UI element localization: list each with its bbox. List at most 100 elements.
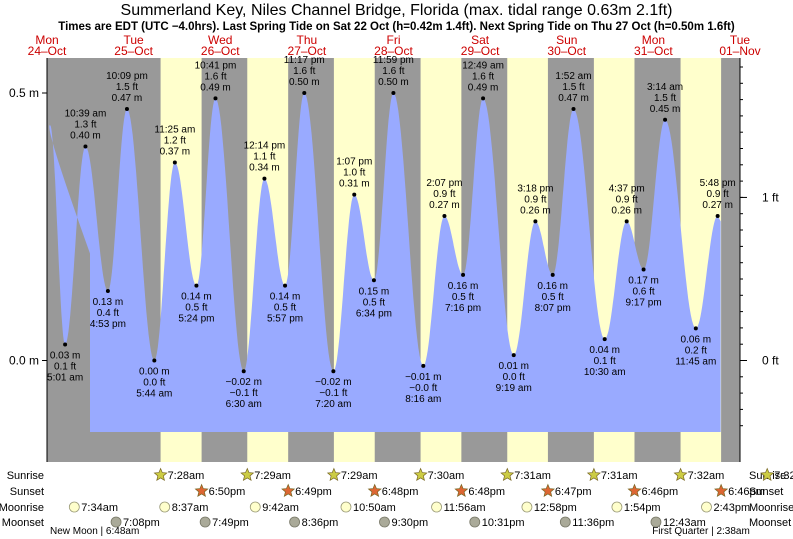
- moonset-icon: [379, 516, 390, 528]
- moonrise-icon: [249, 501, 261, 513]
- tide-m-label: 0.27 m: [702, 200, 733, 211]
- left-axis-label: 0.5 m: [9, 86, 39, 100]
- tide-m-label: 0.34 m: [249, 163, 280, 174]
- tide-time-label: 3:18 pm: [517, 183, 553, 194]
- tide-ft-label: 0.1 ft: [54, 361, 76, 372]
- tide-time-label: 10:41 pm: [195, 60, 237, 71]
- tide-m-label: 0.31 m: [339, 179, 370, 190]
- tide-ft-label: 1.5 ft: [654, 93, 676, 104]
- tide-ft-label: 1.2 ft: [164, 136, 186, 147]
- tide-ft-label: 1.6 ft: [204, 71, 226, 82]
- tide-time-label: 6:30 am: [226, 399, 262, 410]
- moonrise-time: 12:58pm: [534, 502, 577, 514]
- tide-time-label: 5:44 am: [136, 389, 172, 400]
- tide-ft-label: 0.1 ft: [594, 356, 616, 367]
- tide-point: [693, 326, 698, 331]
- tide-m-label: 0.45 m: [650, 104, 681, 115]
- row-label-left: Sunset: [10, 486, 44, 498]
- tide-point: [602, 337, 607, 342]
- day-header-dow: Thu: [297, 33, 318, 47]
- sunrise-icon: [673, 467, 688, 482]
- tide-ft-label: 0.9 ft: [433, 189, 455, 200]
- tide-ft-label: 0.5 ft: [542, 292, 564, 303]
- sunrise-icon: [326, 467, 341, 482]
- tide-ft-label: −0.0 ft: [409, 383, 437, 394]
- tide-time-label: 2:07 pm: [426, 178, 462, 189]
- tide-ft-label: 0.5 ft: [363, 297, 385, 308]
- row-label-left: Moonset: [2, 517, 44, 529]
- tide-point: [371, 278, 376, 283]
- sunrise-icon: [153, 467, 168, 482]
- tide-ft-label: 0.5 ft: [452, 292, 474, 303]
- tide-time-label: 11:25 am: [154, 125, 195, 136]
- tide-ft-label: 1.5 ft: [116, 82, 138, 93]
- tide-m-label: 0.50 m: [378, 77, 409, 88]
- tide-time-label: 8:16 am: [405, 394, 441, 405]
- tide-ft-label: −0.1 ft: [230, 388, 258, 399]
- sunset-time: 6:46pm: [728, 486, 765, 498]
- tide-m-label: 0.03 m: [50, 350, 81, 361]
- day-header-dow: Sat: [471, 33, 490, 47]
- tide-curve: [49, 93, 721, 432]
- tide-m-label: 0.49 m: [200, 82, 231, 93]
- tide-point: [83, 144, 88, 149]
- tide-point: [105, 288, 110, 293]
- tide-point: [194, 283, 199, 288]
- tide-point: [152, 358, 157, 363]
- tide-m-label: 0.13 m: [93, 297, 124, 308]
- day-header-date: 24–Oct: [28, 44, 67, 58]
- tide-m-label: 0.14 m: [270, 292, 301, 303]
- moonset-time: 11:36pm: [572, 517, 614, 529]
- tide-point: [213, 96, 218, 101]
- moonrise-icon: [611, 501, 623, 513]
- tide-point: [715, 214, 720, 219]
- tide-m-label: 0.40 m: [70, 131, 101, 142]
- tide-time-label: 11:17 pm: [284, 55, 325, 66]
- day-header-dow: Mon: [35, 33, 58, 47]
- moonrise-time: 7:34am: [81, 502, 118, 514]
- tide-ft-label: 1.1 ft: [253, 152, 275, 163]
- tide-ft-label: 0.0 ft: [143, 378, 165, 389]
- tide-time-label: 12:14 pm: [244, 141, 286, 152]
- tide-ft-label: 0.5 ft: [274, 303, 296, 314]
- tide-m-label: −0.02 m: [226, 377, 262, 388]
- moonset-icon: [110, 516, 122, 528]
- tide-m-label: 0.17 m: [628, 276, 659, 287]
- chart-title: Summerland Key, Niles Channel Bridge, Fl…: [120, 2, 673, 19]
- tide-time-label: 11:45 am: [675, 356, 716, 367]
- tide-time-label: 5:24 pm: [178, 314, 214, 325]
- moonset-icon: [559, 516, 571, 528]
- tide-point: [331, 369, 336, 374]
- tide-m-label: 0.00 m: [139, 367, 170, 378]
- day-header-dow: Mon: [642, 33, 665, 47]
- tide-time-label: 6:34 pm: [356, 308, 392, 319]
- row-label-right: Sunset: [749, 486, 783, 498]
- moonrise-time: 1:54pm: [624, 502, 661, 514]
- tide-time-label: 5:01 am: [47, 372, 83, 383]
- sunset-icon: [194, 483, 209, 498]
- tide-point: [391, 91, 396, 95]
- moonset-icon: [650, 516, 662, 528]
- tide-point: [663, 117, 668, 122]
- moonset-time: 7:49pm: [212, 517, 249, 529]
- tide-m-label: −0.01 m: [405, 372, 441, 383]
- sunrise-icon: [760, 467, 775, 482]
- moon-phase-label: New Moon | 6:48am: [50, 526, 139, 537]
- tide-point: [63, 342, 68, 347]
- tide-m-label: 0.04 m: [589, 345, 620, 356]
- tide-ft-label: 0.9 ft: [524, 194, 546, 205]
- sunset-icon: [367, 483, 382, 498]
- sunset-time: 6:48pm: [468, 486, 505, 498]
- sunset-time: 6:50pm: [209, 486, 246, 498]
- tide-m-label: 0.01 m: [498, 361, 529, 372]
- moonrise-time: 2:43pm: [713, 502, 750, 514]
- tide-point: [641, 267, 646, 272]
- tide-time-label: 11:59 pm: [373, 55, 414, 66]
- moonset-time: 8:36pm: [302, 517, 339, 529]
- right-axis-label: 1 ft: [762, 190, 779, 204]
- sunrise-time: 7:31am: [514, 470, 551, 482]
- moonrise-icon: [521, 501, 533, 513]
- tide-m-label: −0.02 m: [315, 377, 351, 388]
- sunset-icon: [540, 483, 555, 498]
- tide-time-label: 5:48 pm: [700, 178, 736, 189]
